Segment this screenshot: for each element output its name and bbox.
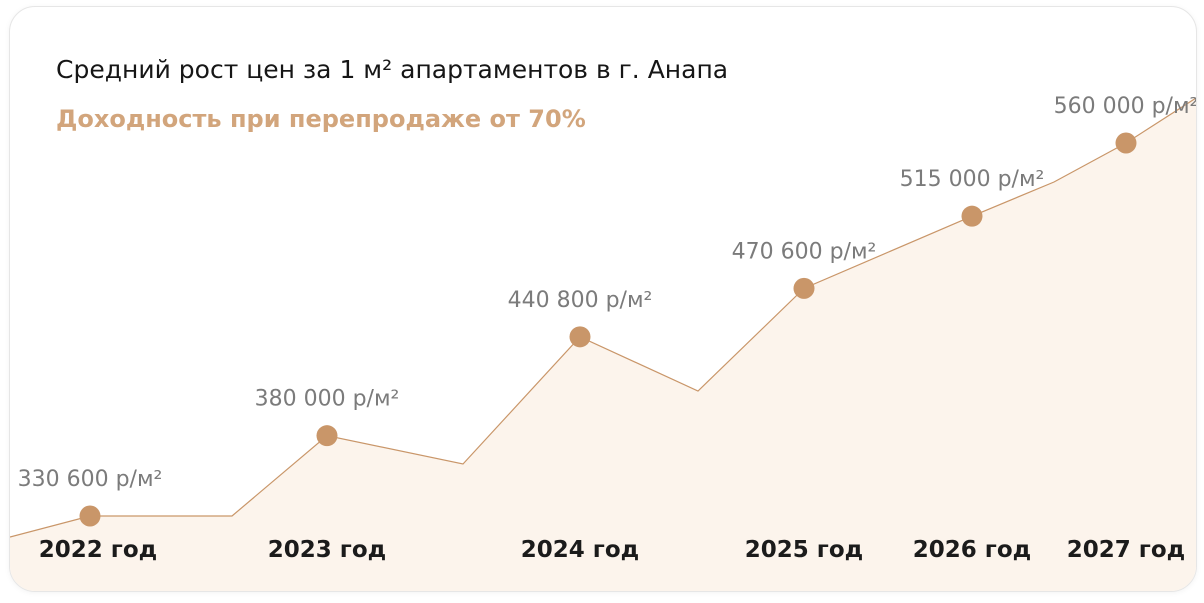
value-label-3: 440 800 р/м² bbox=[508, 288, 653, 313]
chart-card: Средний рост цен за 1 м² апартаментов в … bbox=[9, 6, 1197, 592]
price-growth-chart: 330 600 р/м² 2022 год 380 000 р/м² 2023 год… bbox=[10, 94, 1196, 591]
value-label-2: 380 000 р/м² bbox=[255, 387, 400, 412]
chart-title: Средний рост цен за 1 м² апартаментов в … bbox=[56, 55, 729, 84]
data-point-1 bbox=[79, 505, 101, 527]
data-point-2 bbox=[316, 425, 338, 447]
data-point-6 bbox=[1115, 132, 1137, 154]
data-point-5 bbox=[961, 205, 983, 227]
year-label-5: 2026 год bbox=[913, 537, 1031, 563]
chart-subtitle: Доходность при перепродаже от 70% bbox=[56, 105, 586, 133]
data-point-4 bbox=[793, 277, 815, 299]
value-label-1: 330 600 р/м² bbox=[18, 467, 163, 492]
data-point-3 bbox=[569, 326, 591, 348]
year-label-6: 2027 год bbox=[1067, 537, 1185, 563]
year-label-3: 2024 год bbox=[521, 537, 639, 563]
value-label-5: 515 000 р/м² bbox=[900, 167, 1045, 192]
year-label-2: 2023 год bbox=[268, 537, 386, 563]
series-line bbox=[10, 97, 1196, 538]
area-fill bbox=[10, 98, 1196, 591]
year-label-4: 2025 год bbox=[745, 537, 863, 563]
year-label-1: 2022 год bbox=[39, 537, 157, 563]
data-marks: 330 600 р/м² 2022 год 380 000 р/м² 2023 год… bbox=[18, 94, 1196, 563]
value-label-6: 560 000 р/м² bbox=[1054, 94, 1196, 119]
value-label-4: 470 600 р/м² bbox=[732, 239, 877, 264]
